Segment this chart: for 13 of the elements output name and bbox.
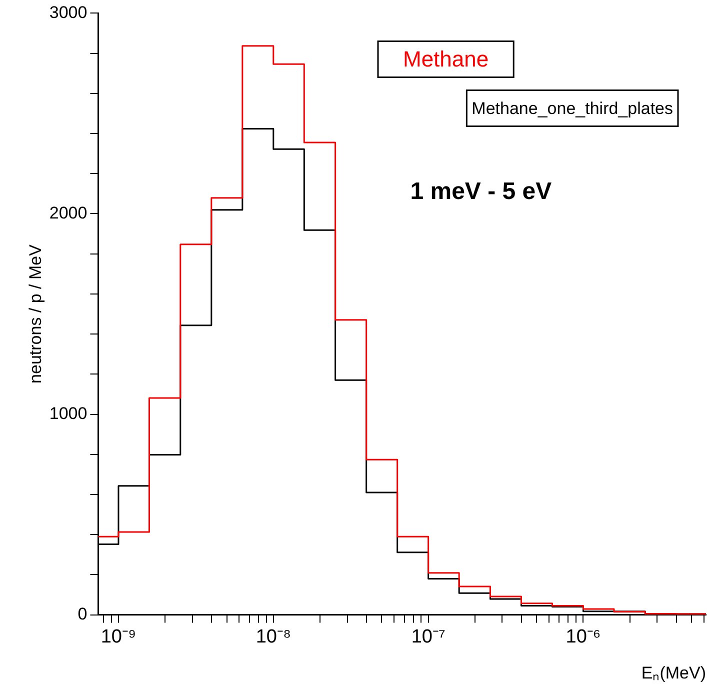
y-tick-label: 2000 xyxy=(49,203,88,222)
y-tick-label: 0 xyxy=(78,604,88,624)
x-tick-label: 10⁻⁹ xyxy=(100,626,136,648)
text: Methane xyxy=(402,46,489,72)
x-axis-title: Eₙ(MeV) xyxy=(641,663,706,682)
y-tick-label: 1000 xyxy=(49,404,88,423)
y-tick-label: 3000 xyxy=(49,2,88,22)
annotation: 1 meV - 5 eV xyxy=(410,178,552,205)
x-tick-label: 10⁻⁶ xyxy=(566,626,601,648)
y-axis-title: neutrons / p / MeV xyxy=(26,244,45,384)
x-tick-label: 10⁻⁷ xyxy=(411,626,446,648)
text: Methane_one_third_plates xyxy=(472,98,674,118)
x-tick-label: 10⁻⁸ xyxy=(256,626,291,648)
